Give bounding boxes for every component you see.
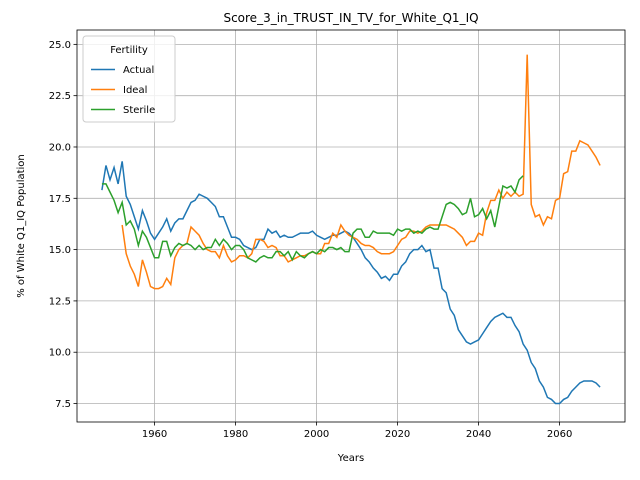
y-tick-label: 15.0 <box>49 245 71 256</box>
series-line <box>101 161 601 405</box>
legend-label: Sterile <box>123 105 155 116</box>
x-tick-label: 2060 <box>547 429 572 440</box>
y-tick-label: 25.0 <box>49 40 71 51</box>
legend-label: Actual <box>123 65 154 76</box>
x-axis-label: Years <box>337 453 364 464</box>
x-tick-label: 2040 <box>466 429 491 440</box>
plot-frame <box>76 29 626 423</box>
y-tick-label: 22.5 <box>49 91 71 102</box>
chart-title: Score_3_in_TRUST_IN_TV_for_White_Q1_IQ <box>223 11 478 25</box>
legend-title: Fertility <box>110 45 148 56</box>
y-tick-label: 10.0 <box>49 348 71 359</box>
y-tick-label: 12.5 <box>49 296 71 307</box>
y-tick-label: 7.5 <box>55 399 71 410</box>
x-tick-label: 2000 <box>304 429 329 440</box>
y-tick-label: 20.0 <box>49 142 71 153</box>
legend-label: Ideal <box>123 85 147 96</box>
y-tick-label: 17.5 <box>49 194 71 205</box>
x-tick-label: 2020 <box>385 429 410 440</box>
x-tick-label: 1960 <box>142 429 167 440</box>
series-line <box>121 54 601 290</box>
y-axis-label: % of White Q1_IQ Population <box>16 154 27 298</box>
legend: Fertility Actual Ideal Sterile <box>82 35 176 123</box>
series-line <box>101 175 524 263</box>
legend-box <box>82 35 176 123</box>
x-tick-label: 1980 <box>223 429 248 440</box>
